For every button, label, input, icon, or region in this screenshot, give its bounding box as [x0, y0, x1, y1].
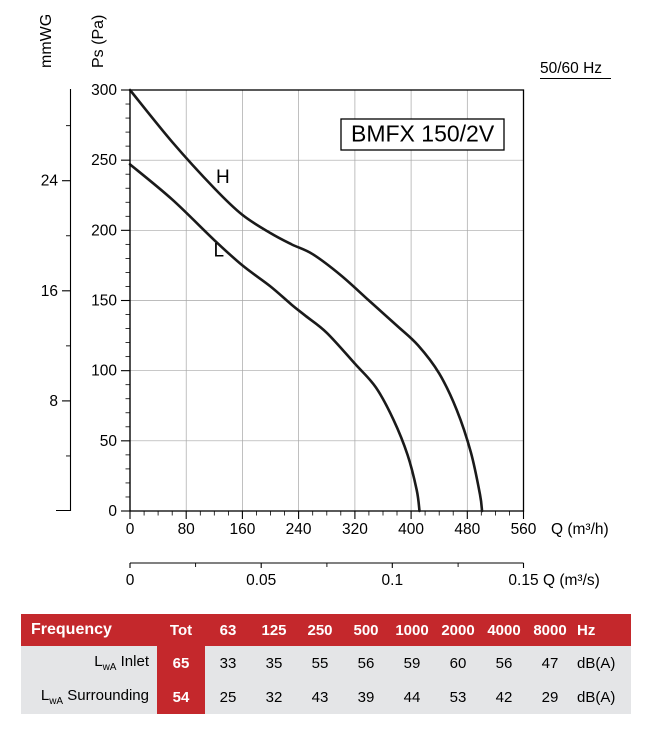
svg-text:320: 320 [342, 521, 368, 538]
svg-text:240: 240 [286, 521, 312, 538]
svg-text:16: 16 [41, 283, 58, 300]
svg-text:400: 400 [398, 521, 424, 538]
svg-text:100: 100 [91, 363, 117, 380]
svg-text:24: 24 [41, 173, 59, 190]
svg-text:Q (m³/h): Q (m³/h) [551, 521, 609, 538]
svg-text:0: 0 [126, 572, 135, 589]
svg-text:150: 150 [91, 293, 117, 310]
svg-text:0: 0 [108, 503, 117, 520]
svg-text:50: 50 [100, 433, 118, 450]
svg-text:0.05: 0.05 [246, 572, 276, 589]
svg-text:H: H [216, 167, 230, 188]
svg-text:mmWG: mmWG [38, 14, 55, 68]
svg-text:80: 80 [178, 521, 196, 538]
svg-text:0: 0 [126, 521, 135, 538]
svg-text:480: 480 [454, 521, 480, 538]
svg-text:8: 8 [49, 393, 58, 410]
svg-text:Q (m³/s): Q (m³/s) [543, 572, 600, 589]
svg-text:200: 200 [91, 222, 117, 239]
svg-text:Ps (Pa): Ps (Pa) [90, 15, 107, 68]
svg-text:BMFX 150/2V: BMFX 150/2V [351, 121, 495, 147]
svg-text:0.15: 0.15 [508, 572, 538, 589]
svg-text:50/60 Hz: 50/60 Hz [540, 60, 602, 77]
svg-text:0.1: 0.1 [382, 572, 404, 589]
svg-text:300: 300 [91, 82, 117, 99]
svg-text:160: 160 [229, 521, 255, 538]
svg-text:560: 560 [511, 521, 537, 538]
svg-text:250: 250 [91, 152, 117, 169]
svg-text:L: L [214, 241, 225, 262]
